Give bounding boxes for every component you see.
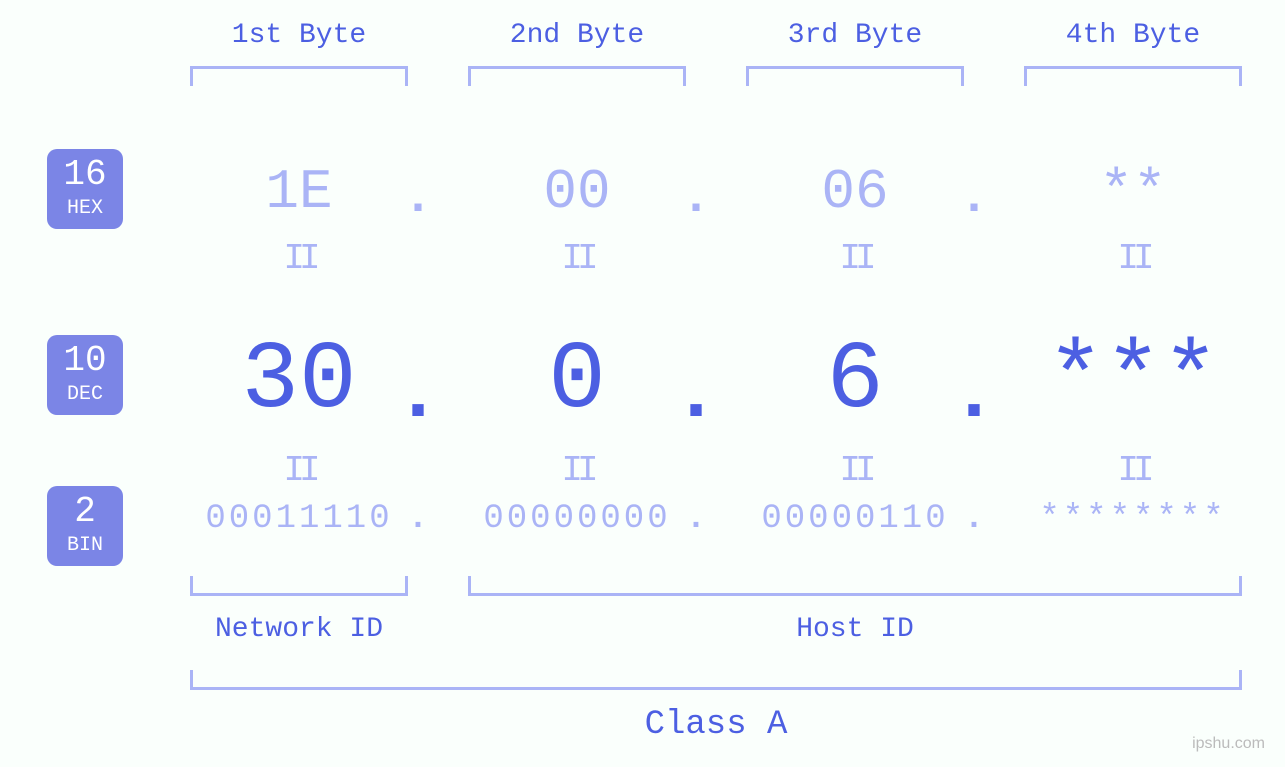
eq-hexdec-4: II <box>1103 238 1163 279</box>
badge-bin-lbl: BIN <box>67 534 103 558</box>
badge-hex: 16 HEX <box>47 149 123 229</box>
dec-dot-1: . <box>393 350 443 441</box>
eq-hexdec-3: II <box>825 238 885 279</box>
dec-byte-1: 30 <box>169 326 429 435</box>
hex-dot-1: . <box>393 170 443 227</box>
hex-dot-2: . <box>671 170 721 227</box>
label-host: Host ID <box>705 614 1005 645</box>
diagram-container: 16 HEX 10 DEC 2 BIN 1st Byte 2nd Byte 3r… <box>0 0 1285 767</box>
hex-byte-1: 1E <box>169 160 429 224</box>
hex-byte-3: 06 <box>725 160 985 224</box>
bin-byte-3: 00000110 <box>725 500 985 538</box>
hex-byte-4: ** <box>1003 160 1263 224</box>
badge-hex-num: 16 <box>63 157 106 193</box>
hex-dot-3: . <box>949 170 999 227</box>
dec-byte-4: *** <box>1003 326 1263 435</box>
label-network: Network ID <box>149 614 449 645</box>
bin-byte-1: 00011110 <box>169 500 429 538</box>
eq-hexdec-1: II <box>269 238 329 279</box>
badge-dec-lbl: DEC <box>67 383 103 407</box>
eq-decbin-3: II <box>825 450 885 491</box>
dec-dot-3: . <box>949 350 999 441</box>
byte-header-2: 2nd Byte <box>477 20 677 51</box>
dec-dot-2: . <box>671 350 721 441</box>
eq-decbin-1: II <box>269 450 329 491</box>
byte-header-3: 3rd Byte <box>755 20 955 51</box>
badge-dec-num: 10 <box>63 343 106 379</box>
bracket-network <box>190 576 408 596</box>
bin-dot-2: . <box>671 500 721 538</box>
eq-decbin-2: II <box>547 450 607 491</box>
bracket-host <box>468 576 1242 596</box>
bracket-top-3 <box>746 66 964 86</box>
bin-byte-4: ******** <box>1003 500 1263 538</box>
bin-byte-2: 00000000 <box>447 500 707 538</box>
badge-dec: 10 DEC <box>47 335 123 415</box>
bracket-top-1 <box>190 66 408 86</box>
badge-bin-num: 2 <box>74 494 96 530</box>
watermark: ipshu.com <box>1192 735 1265 753</box>
bracket-top-4 <box>1024 66 1242 86</box>
label-class: Class A <box>566 706 866 744</box>
badge-hex-lbl: HEX <box>67 197 103 221</box>
dec-byte-3: 6 <box>725 326 985 435</box>
hex-byte-2: 00 <box>447 160 707 224</box>
dec-byte-2: 0 <box>447 326 707 435</box>
bin-dot-3: . <box>949 500 999 538</box>
bin-dot-1: . <box>393 500 443 538</box>
bracket-top-2 <box>468 66 686 86</box>
eq-decbin-4: II <box>1103 450 1163 491</box>
eq-hexdec-2: II <box>547 238 607 279</box>
byte-header-1: 1st Byte <box>199 20 399 51</box>
byte-header-4: 4th Byte <box>1033 20 1233 51</box>
bracket-class <box>190 670 1242 690</box>
badge-bin: 2 BIN <box>47 486 123 566</box>
